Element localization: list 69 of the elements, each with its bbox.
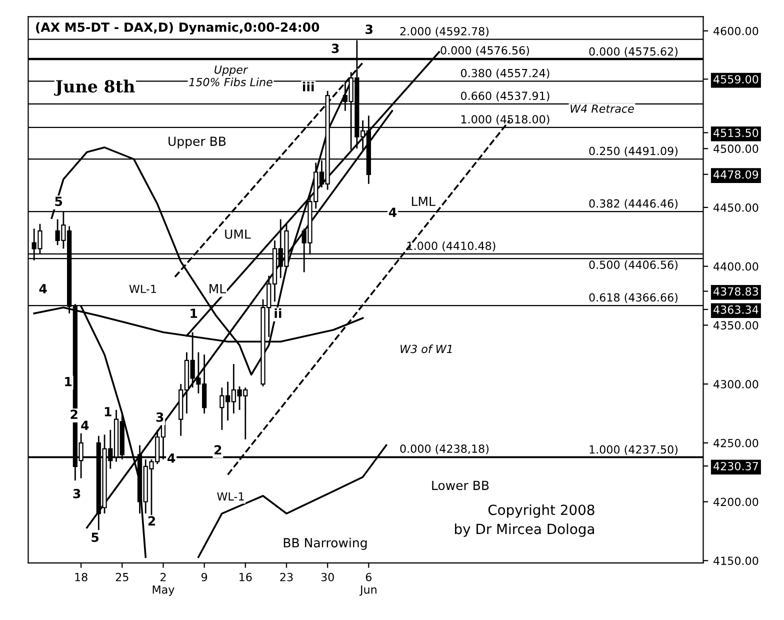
x-tick-label: 25 xyxy=(116,572,128,582)
y-tick-label: 4378.83 xyxy=(714,287,758,296)
ref-line-label: 0.250 (4491.09) xyxy=(589,146,678,156)
ref-line-label: 1.000 (4410.48) xyxy=(407,241,496,252)
annotation: 2 xyxy=(148,516,156,526)
annotation: 1 xyxy=(104,407,112,416)
annotation: 4 xyxy=(81,420,89,430)
y-tick-label: 4250.00 xyxy=(714,438,758,448)
annotation: Upper BB xyxy=(168,136,226,148)
annotation: UML xyxy=(225,230,251,239)
ref-line-label: 0.000 (4238,18) xyxy=(400,444,488,454)
annotation: 4 xyxy=(39,284,47,294)
ref-line-label: 0.380 (4557.24) xyxy=(460,68,550,79)
ref-line-label: 0.382 (4446.46) xyxy=(589,199,678,209)
ref-line-label: 0.660 (4537.91) xyxy=(460,91,550,102)
ref-line-label: 0.000 (4575.62) xyxy=(589,47,678,57)
annotation: 1 xyxy=(65,377,72,386)
y-tick-label: 4559.00 xyxy=(714,75,758,84)
ref-line-label: 1.000 (4518.00) xyxy=(461,114,550,125)
ref-line-label: 2.000 (4592.78) xyxy=(400,26,488,37)
annotation: Copyright 2008 xyxy=(488,504,594,518)
x-tick-label: 9 xyxy=(201,572,208,582)
annotation: 5 xyxy=(92,532,99,542)
annotation: WL-1 xyxy=(217,492,244,500)
x-tick-label: 18 xyxy=(75,572,88,582)
y-tick-label: 4363.34 xyxy=(714,305,758,314)
y-tick-label: 4478.09 xyxy=(714,170,758,179)
annotation: 3 xyxy=(332,44,339,54)
annotation: June 8th xyxy=(54,80,135,96)
annotation: 3 xyxy=(73,488,80,498)
ref-line-label: 0.618 (4366.66) xyxy=(589,293,678,303)
annotation: WL-1 xyxy=(129,284,156,293)
x-tick-label: 30 xyxy=(321,572,334,582)
y-tick-label: 4350.00 xyxy=(714,321,758,330)
y-tick-label: 4400.00 xyxy=(714,262,758,271)
annotation: 2 xyxy=(70,410,78,419)
y-tick-label: 4600.00 xyxy=(714,26,758,36)
y-tick-label: 4200.00 xyxy=(714,498,758,506)
y-tick-label: 4450.00 xyxy=(714,203,758,212)
annotation: ii xyxy=(274,308,282,318)
ref-line-label: 1.000 (4237.50) xyxy=(590,445,678,455)
x-tick-label: 16 xyxy=(240,572,252,582)
annotation: by Dr Mircea Dologa xyxy=(455,523,594,537)
y-tick-label: 4230.37 xyxy=(714,462,758,470)
annotation: 1 xyxy=(190,308,198,318)
y-tick-label: 4500.00 xyxy=(714,144,758,153)
annotation: ML xyxy=(210,284,226,294)
y-tick-label: 4300.00 xyxy=(714,380,758,388)
annotation: iii xyxy=(302,82,314,92)
annotation: Upper 150% Fibs Line xyxy=(189,66,272,86)
annotation: 5 xyxy=(55,196,62,206)
annotation: W4 Retrace xyxy=(570,104,634,113)
annotation: W3 of W1 xyxy=(400,344,452,354)
y-tick-label: 4150.00 xyxy=(714,556,758,565)
annotation: 3 xyxy=(156,412,164,422)
annotation: LML xyxy=(412,196,436,206)
chart-title: (AX M5-DT - DAX,D) Dynamic,0:00-24:00 xyxy=(36,22,320,34)
y-tick-label: 4513.50 xyxy=(714,128,758,138)
ref-line-label: 0.500 (4406.56) xyxy=(589,260,678,270)
ref-line-label: 0.000 (4576.56) xyxy=(440,46,529,56)
annotation: 2 xyxy=(214,445,222,454)
x-tick-label: 6 Jun xyxy=(359,572,376,596)
annotation: 4 xyxy=(388,208,397,217)
x-tick-label: 2 May xyxy=(152,572,174,596)
annotation: BB Narrowing xyxy=(284,538,367,550)
annotation: Lower BB xyxy=(432,480,489,490)
x-tick-label: 23 xyxy=(280,572,293,582)
annotation: 3 xyxy=(366,24,372,34)
annotation: 4 xyxy=(168,454,176,463)
